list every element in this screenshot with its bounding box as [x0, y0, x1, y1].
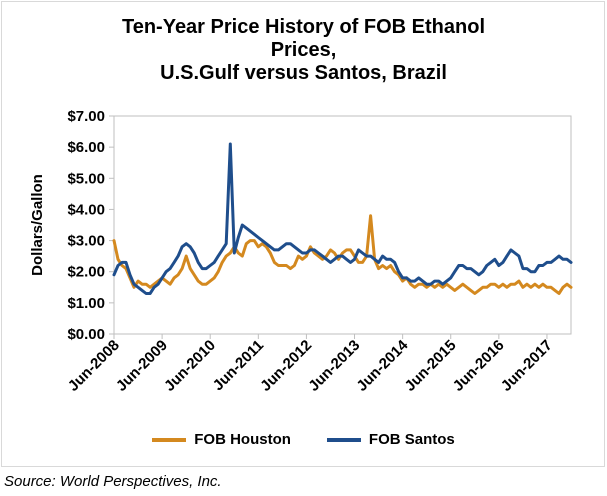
y-tick-label: $3.00 — [67, 233, 105, 250]
legend-swatch-houston — [152, 437, 187, 442]
x-tick-label: Jun-2016 — [450, 337, 508, 395]
y-tick-label: $6.00 — [67, 139, 105, 156]
x-tick-label: Jun-2010 — [161, 337, 219, 395]
x-tick-label: Jun-2009 — [113, 337, 171, 395]
x-tick-label: Jun-2011 — [210, 337, 267, 394]
x-tick-label: Jun-2015 — [402, 337, 460, 395]
y-tick-label: $1.00 — [67, 295, 105, 312]
x-tick-label: Jun-2014 — [353, 336, 411, 394]
y-axis-title: Dollars/Gallon — [29, 174, 46, 276]
y-tick-label: $0.00 — [67, 326, 105, 343]
chart-title-line-2: Prices, — [270, 39, 337, 61]
y-tick-label: $2.00 — [67, 264, 105, 281]
plot-area — [113, 115, 572, 335]
source-note: Source: World Perspectives, Inc. — [4, 473, 222, 490]
series-line-fob-houston — [112, 214, 573, 295]
legend-label-santos: FOB Santos — [368, 431, 455, 448]
x-tick-label: Jun-2008 — [65, 337, 123, 395]
chart-title: Ten-Year Price History of FOB Ethanol Pr… — [0, 16, 607, 85]
chart-frame — [1, 1, 605, 467]
y-tick-label: $4.00 — [67, 201, 105, 218]
x-tick-label: Jun-2012 — [257, 337, 315, 395]
legend-item-houston: FOB Houston — [152, 431, 291, 448]
legend-swatch-santos — [326, 437, 361, 442]
x-tick-label: Jun-2013 — [305, 337, 363, 395]
y-tick-label: $5.00 — [67, 170, 105, 187]
x-tick-label: Jun-2017 — [498, 337, 556, 395]
y-tick-label: $7.00 — [67, 108, 105, 125]
chart-legend: FOB Houston FOB Santos — [0, 431, 607, 448]
series-line-fob-santos — [112, 142, 573, 295]
legend-item-santos: FOB Santos — [326, 431, 455, 448]
legend-label-houston: FOB Houston — [194, 431, 291, 448]
chart-title-line-1: Ten-Year Price History of FOB Ethanol — [121, 16, 486, 38]
chart-title-line-3: U.S.Gulf versus Santos, Brazil — [160, 62, 447, 84]
